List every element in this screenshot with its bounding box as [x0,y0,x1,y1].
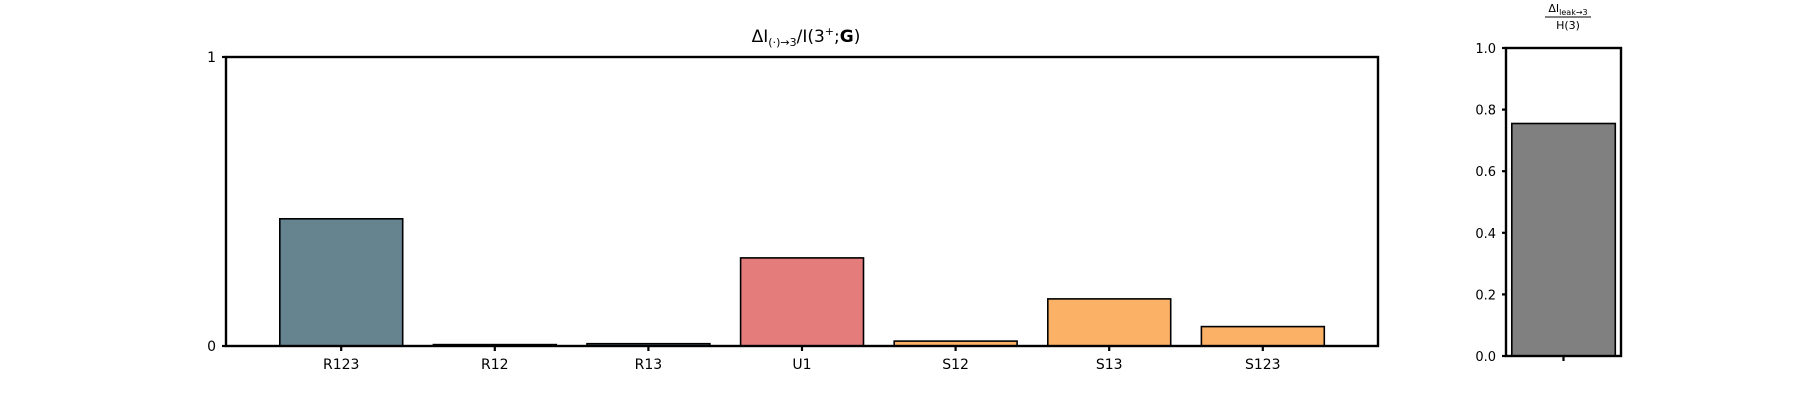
y-tick-label: 1.0 [1475,42,1496,57]
bar-s123 [1200,325,1326,347]
x-tick-label: R13 [635,357,663,373]
bar-s13 [1047,298,1172,347]
x-tick-label: U1 [792,357,811,373]
bars [1511,122,1617,357]
y-tick-label: 1 [207,50,216,66]
title-denominator: H(3) [1556,19,1580,32]
y-tick-label: 0 [207,339,216,355]
x-tick-label: R12 [481,357,509,373]
main-bar-chart: ΔI(·)→3/I(3+;G) R123 R12 R13 U1 S12 S13 S123 0 1 [207,25,1380,373]
chart-title: ΔIleak→3 H(3) [1545,2,1591,32]
axes: 0.0 0.2 0.4 0.6 0.8 1.0 [1475,42,1565,365]
x-tick-label: S12 [942,357,969,373]
bar-value [1511,122,1617,357]
chart-title: ΔI(·)→3/I(3+;G) [752,25,861,49]
x-tick-label: S123 [1245,357,1281,373]
x-tick-label: S13 [1096,357,1123,373]
y-tick-label: 0.0 [1475,350,1496,365]
side-bar-chart: ΔIleak→3 H(3) 0.0 0.2 0.4 0.6 0.8 1.0 [1475,2,1623,365]
bar-r123 [278,218,404,347]
title-numerator: ΔIleak→3 [1548,2,1587,17]
bars [278,218,1326,347]
y-tick-label: 0.2 [1475,288,1496,303]
x-tick-label: R123 [323,357,359,373]
y-tick-label: 0.6 [1475,165,1496,180]
y-tick-label: 0.8 [1475,104,1496,119]
bar-u1 [739,257,865,347]
y-tick-label: 0.4 [1475,227,1496,242]
axes: R123 R12 R13 U1 S12 S13 S123 0 1 [207,50,1281,373]
